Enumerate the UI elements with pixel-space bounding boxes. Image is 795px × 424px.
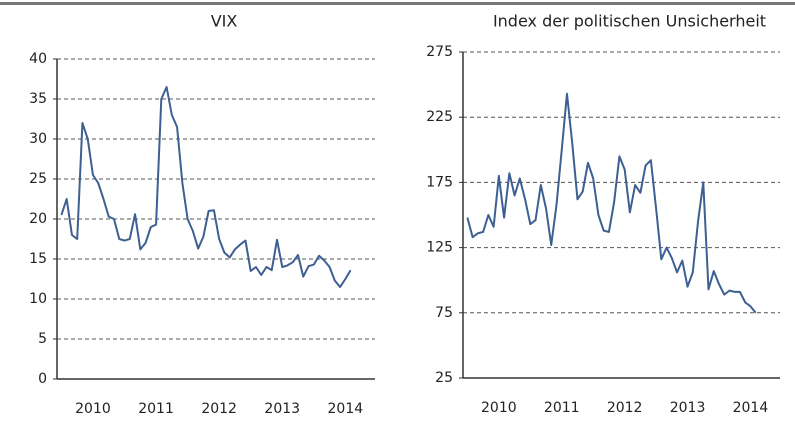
y-tick-label: 175 <box>426 174 453 190</box>
x-tick-label: 2011 <box>544 400 580 416</box>
y-tick-label: 10 <box>29 291 47 307</box>
x-tick-label: 2012 <box>607 400 643 416</box>
x-tick-label: 2013 <box>264 401 300 417</box>
x-tick-label: 2010 <box>481 400 517 416</box>
data-line <box>466 92 757 314</box>
x-tick-label: 2014 <box>328 401 364 417</box>
x-tick-label: 2012 <box>201 401 237 417</box>
chart-title: VIX <box>211 12 238 31</box>
y-tick-label: 30 <box>29 131 47 147</box>
y-tick-label: 0 <box>38 371 47 387</box>
chart-title: Index der politischen Unsicherheit <box>493 12 766 31</box>
y-tick-label: 25 <box>29 171 47 187</box>
data-line <box>60 86 352 288</box>
y-tick-label: 40 <box>29 51 47 67</box>
x-tick-label: 2013 <box>670 400 706 416</box>
y-tick-label: 25 <box>435 370 453 386</box>
y-tick-label: 275 <box>426 44 453 60</box>
x-tick-label: 2011 <box>138 401 174 417</box>
y-tick-label: 20 <box>29 211 47 227</box>
y-tick-label: 75 <box>435 305 453 321</box>
y-tick-label: 35 <box>29 91 47 107</box>
x-tick-label: 2014 <box>733 400 769 416</box>
y-tick-label: 15 <box>29 251 47 267</box>
x-tick-label: 2010 <box>75 401 111 417</box>
top-rule <box>0 2 795 5</box>
y-tick-label: 5 <box>38 331 47 347</box>
y-tick-label: 125 <box>426 240 453 256</box>
y-tick-label: 225 <box>426 109 453 125</box>
